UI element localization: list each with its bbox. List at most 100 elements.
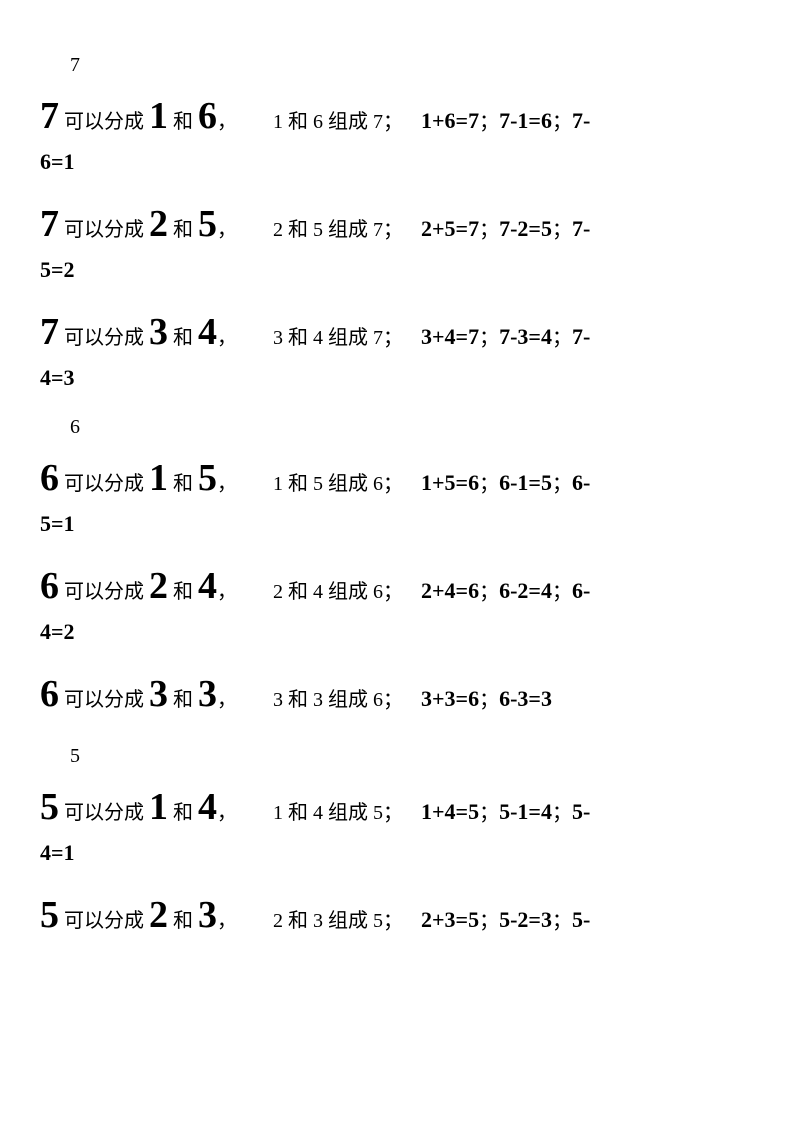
compose-text: 1 和 5 组成 6； [273, 473, 403, 495]
number-n: 5 [40, 894, 59, 936]
equation-add: 1+5=6 [421, 470, 479, 495]
separator: ； [552, 802, 572, 824]
label-comma: ， [217, 219, 237, 241]
equation-add: 2+5=7 [421, 216, 479, 241]
compose-text: 2 和 5 组成 7； [273, 219, 403, 241]
separator: ； [552, 111, 572, 133]
label-and: 和 [168, 802, 198, 824]
separator: ； [479, 327, 499, 349]
number-a: 1 [149, 457, 168, 499]
number-a: 2 [149, 203, 168, 245]
equation-add: 3+3=6 [421, 686, 479, 711]
separator: ； [479, 581, 499, 603]
decomposition-row: 5 可以分成 1 和 4， 1 和 4 组成 5； 1+4=5；5-1=4；5-… [40, 779, 760, 869]
number-n: 7 [40, 203, 59, 245]
separator: ； [552, 581, 572, 603]
number-b: 6 [198, 95, 217, 137]
separator: ； [479, 802, 499, 824]
number-b: 4 [198, 786, 217, 828]
compose-text: 1 和 4 组成 5； [273, 802, 403, 824]
decomposition-row: 7 可以分成 1 和 6， 1 和 6 组成 7； 1+6=7；7-1=6；7-… [40, 88, 760, 178]
section-header: 5 [70, 741, 760, 771]
decomposition-row: 7 可以分成 3 和 4， 3 和 4 组成 7； 3+4=7；7-3=4；7-… [40, 304, 760, 394]
label-comma: ， [217, 910, 237, 932]
decomposition-row: 5 可以分成 2 和 3， 2 和 3 组成 5； 2+3=5；5-2=3；5- [40, 887, 760, 944]
equation-sub2-part1: 7- [572, 324, 590, 349]
separator: ； [479, 111, 499, 133]
number-a: 2 [149, 894, 168, 936]
number-b: 3 [198, 673, 217, 715]
label-split: 可以分成 [59, 111, 149, 133]
equation-sub1: 6-3=3 [499, 686, 552, 711]
number-a: 1 [149, 786, 168, 828]
decomposition-row: 6 可以分成 2 和 4， 2 和 4 组成 6； 2+4=6；6-2=4；6-… [40, 558, 760, 648]
equation-sub2-part2: 4=3 [40, 365, 75, 390]
compose-text: 3 和 3 组成 6； [273, 689, 403, 711]
label-comma: ， [217, 327, 237, 349]
separator: ； [479, 473, 499, 495]
decomposition-row: 7 可以分成 2 和 5， 2 和 5 组成 7； 2+5=7；7-2=5；7-… [40, 196, 760, 286]
separator: ； [552, 473, 572, 495]
label-and: 和 [168, 473, 198, 495]
equation-sub2-part2: 5=1 [40, 511, 75, 536]
label-split: 可以分成 [59, 689, 149, 711]
equation-sub2-part1: 6- [572, 470, 590, 495]
label-split: 可以分成 [59, 581, 149, 603]
number-n: 6 [40, 565, 59, 607]
number-a: 1 [149, 95, 168, 137]
decomposition-row: 6 可以分成 1 和 5， 1 和 5 组成 6； 1+5=6；6-1=5；6-… [40, 450, 760, 540]
equation-add: 2+3=5 [421, 907, 479, 932]
document-content: 77 可以分成 1 和 6， 1 和 6 组成 7； 1+6=7；7-1=6；7… [40, 50, 760, 944]
compose-text: 1 和 6 组成 7； [273, 111, 403, 133]
equation-add: 1+6=7 [421, 108, 479, 133]
label-split: 可以分成 [59, 910, 149, 932]
label-and: 和 [168, 581, 198, 603]
equation-sub2-part2: 5=2 [40, 257, 75, 282]
label-split: 可以分成 [59, 473, 149, 495]
equation-sub2-part2: 4=2 [40, 619, 75, 644]
label-and: 和 [168, 910, 198, 932]
equation-sub1: 6-1=5 [499, 470, 552, 495]
equation-sub1: 6-2=4 [499, 578, 552, 603]
number-n: 5 [40, 786, 59, 828]
equation-sub1: 7-3=4 [499, 324, 552, 349]
section-header: 7 [70, 50, 760, 80]
separator: ； [479, 910, 499, 932]
number-b: 4 [198, 311, 217, 353]
equation-sub1: 5-1=4 [499, 799, 552, 824]
label-split: 可以分成 [59, 219, 149, 241]
number-a: 3 [149, 311, 168, 353]
separator: ； [479, 689, 499, 711]
equation-sub2-part1: 6- [572, 578, 590, 603]
separator: ； [479, 219, 499, 241]
label-comma: ， [217, 802, 237, 824]
label-split: 可以分成 [59, 802, 149, 824]
label-comma: ， [217, 581, 237, 603]
separator: ； [552, 910, 572, 932]
compose-text: 2 和 3 组成 5； [273, 910, 403, 932]
number-a: 3 [149, 673, 168, 715]
separator: ； [552, 327, 572, 349]
equation-sub1: 5-2=3 [499, 907, 552, 932]
label-and: 和 [168, 689, 198, 711]
equation-sub1: 7-2=5 [499, 216, 552, 241]
label-split: 可以分成 [59, 327, 149, 349]
number-n: 6 [40, 457, 59, 499]
label-and: 和 [168, 111, 198, 133]
number-n: 7 [40, 95, 59, 137]
label-comma: ， [217, 473, 237, 495]
label-comma: ， [217, 689, 237, 711]
decomposition-row: 6 可以分成 3 和 3， 3 和 3 组成 6； 3+3=6；6-3=3 [40, 666, 760, 723]
compose-text: 3 和 4 组成 7； [273, 327, 403, 349]
equation-sub2-part1: 5- [572, 907, 590, 932]
number-b: 3 [198, 894, 217, 936]
number-b: 5 [198, 457, 217, 499]
equation-sub1: 7-1=6 [499, 108, 552, 133]
equation-add: 2+4=6 [421, 578, 479, 603]
number-b: 5 [198, 203, 217, 245]
equation-add: 3+4=7 [421, 324, 479, 349]
section-header: 6 [70, 412, 760, 442]
equation-sub2-part1: 7- [572, 216, 590, 241]
number-n: 7 [40, 311, 59, 353]
compose-text: 2 和 4 组成 6； [273, 581, 403, 603]
